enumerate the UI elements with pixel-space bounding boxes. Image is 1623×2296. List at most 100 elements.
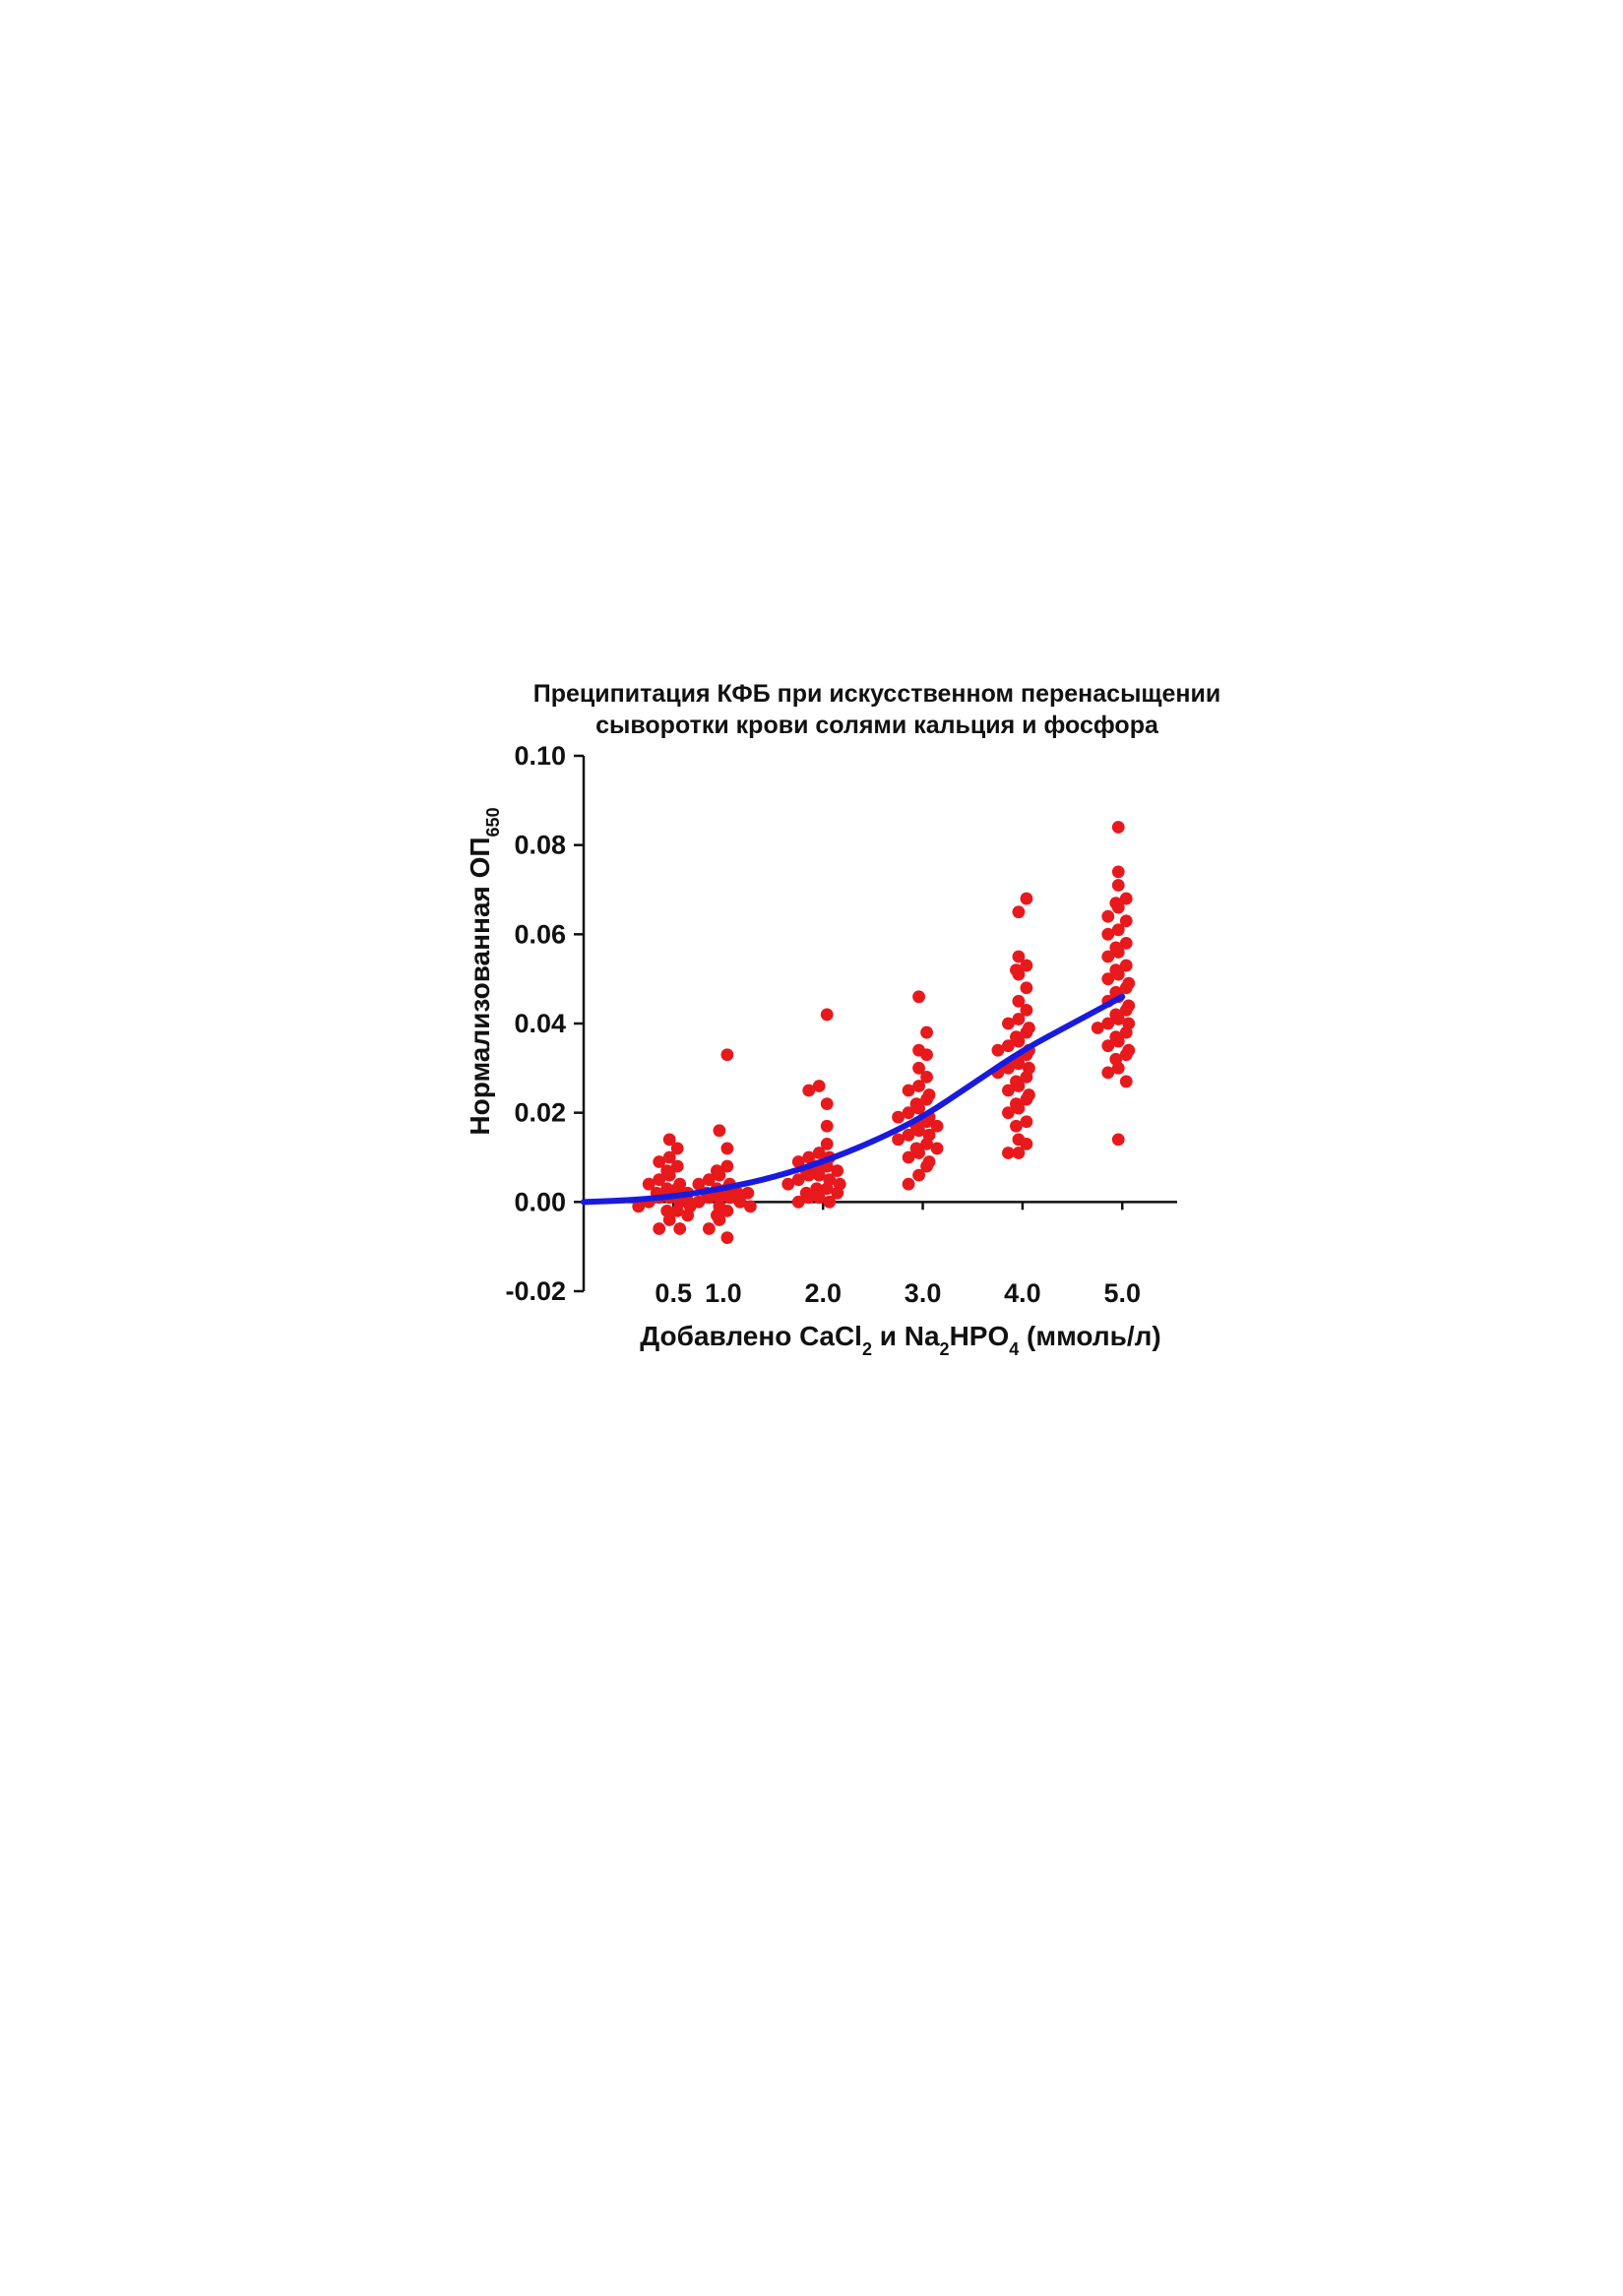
data-point bbox=[1111, 946, 1125, 959]
data-point bbox=[1020, 1071, 1033, 1084]
data-point bbox=[820, 1097, 834, 1110]
y-tick-label: 0.06 bbox=[514, 919, 566, 949]
data-point bbox=[1020, 1004, 1033, 1017]
data-point bbox=[1012, 1013, 1026, 1025]
data-point bbox=[1111, 923, 1125, 937]
data-point bbox=[902, 1177, 915, 1191]
data-point bbox=[692, 1177, 706, 1191]
data-point bbox=[1119, 1004, 1133, 1017]
data-point bbox=[831, 1186, 844, 1200]
data-point bbox=[670, 1205, 684, 1217]
data-point bbox=[662, 1133, 676, 1147]
data-point bbox=[920, 1048, 933, 1062]
data-point bbox=[1111, 1013, 1125, 1025]
data-point bbox=[930, 1142, 944, 1155]
data-point bbox=[1119, 892, 1133, 905]
data-point bbox=[1012, 967, 1026, 981]
data-point bbox=[743, 1200, 757, 1213]
fit-curve bbox=[581, 993, 1126, 1206]
x-tick-label: 0.5 bbox=[655, 1278, 692, 1308]
data-point bbox=[1012, 1057, 1026, 1071]
data-point bbox=[902, 1150, 915, 1164]
data-point bbox=[812, 1191, 826, 1205]
data-point bbox=[1119, 1025, 1133, 1039]
data-point bbox=[820, 1119, 834, 1133]
data-point bbox=[912, 1061, 925, 1075]
data-point bbox=[653, 1155, 666, 1168]
y-tick-label: 0.00 bbox=[514, 1187, 566, 1216]
data-point bbox=[791, 1195, 805, 1209]
x-tick-label: 5.0 bbox=[1103, 1278, 1141, 1308]
data-point bbox=[1119, 1048, 1133, 1062]
data-point bbox=[912, 1080, 925, 1092]
data-point bbox=[823, 1195, 837, 1209]
data-point bbox=[1020, 1115, 1033, 1129]
data-point bbox=[1101, 1066, 1115, 1080]
data-point bbox=[902, 1106, 915, 1120]
data-point bbox=[820, 1138, 834, 1150]
data-point bbox=[1012, 1101, 1026, 1115]
data-point bbox=[1012, 994, 1026, 1008]
data-point bbox=[1119, 914, 1133, 928]
data-point bbox=[812, 1080, 826, 1092]
y-axis-ticks: 0.10 0.08 0.06 0.04 0.02 0.00 -0.02 bbox=[505, 741, 584, 1306]
data-point bbox=[681, 1195, 695, 1209]
data-points bbox=[632, 821, 1136, 1244]
data-point bbox=[1119, 959, 1133, 972]
data-point bbox=[702, 1222, 716, 1235]
data-point bbox=[1101, 1017, 1115, 1030]
data-point bbox=[1020, 1138, 1033, 1150]
data-point bbox=[831, 1164, 844, 1177]
y-tick-label: 0.02 bbox=[514, 1098, 566, 1128]
data-point bbox=[892, 1110, 905, 1124]
data-point bbox=[1091, 1022, 1104, 1034]
data-point bbox=[781, 1177, 795, 1191]
data-point bbox=[820, 1008, 834, 1022]
data-point bbox=[802, 1150, 816, 1164]
data-point bbox=[653, 1222, 666, 1235]
chart-title-line-2: сыворотки крови солями кальция и фосфора bbox=[595, 712, 1159, 739]
data-point bbox=[912, 1124, 925, 1138]
data-point bbox=[713, 1168, 726, 1182]
data-point bbox=[802, 1191, 816, 1205]
data-point bbox=[1111, 865, 1125, 879]
data-point bbox=[1101, 950, 1115, 963]
data-point bbox=[713, 1124, 726, 1138]
data-point bbox=[673, 1222, 687, 1235]
chart-title-line-1: Преципитация КФБ при искусственном перен… bbox=[533, 680, 1221, 708]
data-point bbox=[1101, 972, 1115, 986]
data-point bbox=[713, 1213, 726, 1226]
data-point bbox=[741, 1186, 755, 1200]
data-point bbox=[1002, 1106, 1015, 1120]
x-tick-label: 2.0 bbox=[804, 1278, 842, 1308]
data-point bbox=[791, 1173, 805, 1187]
x-tick-label: 4.0 bbox=[1004, 1278, 1041, 1308]
y-axis-label: Нормализованная ОП650 bbox=[465, 807, 503, 1135]
data-point bbox=[1111, 821, 1125, 834]
data-point bbox=[702, 1191, 716, 1205]
data-point bbox=[692, 1195, 706, 1209]
data-point bbox=[1111, 879, 1125, 892]
data-point bbox=[902, 1128, 915, 1142]
x-axis-ticks: 0.5 1.0 2.0 3.0 4.0 5.0 bbox=[655, 1202, 1141, 1308]
data-point bbox=[720, 1231, 734, 1244]
data-point bbox=[930, 1119, 944, 1133]
data-point bbox=[1111, 1061, 1125, 1075]
data-point bbox=[1020, 981, 1033, 995]
data-point bbox=[1111, 967, 1125, 981]
data-point bbox=[720, 1205, 734, 1217]
data-point bbox=[713, 1191, 726, 1205]
x-tick-label: 1.0 bbox=[705, 1278, 742, 1308]
data-point bbox=[722, 1191, 736, 1205]
data-point bbox=[1119, 981, 1133, 995]
data-point bbox=[1012, 1147, 1026, 1159]
data-point bbox=[892, 1133, 905, 1147]
data-point bbox=[802, 1084, 816, 1097]
data-point bbox=[702, 1173, 716, 1187]
data-point bbox=[720, 1159, 734, 1173]
data-point bbox=[912, 990, 925, 1004]
data-point bbox=[920, 1138, 933, 1150]
data-point bbox=[1012, 1080, 1026, 1092]
data-point bbox=[1010, 1119, 1023, 1133]
data-point bbox=[912, 1101, 925, 1115]
